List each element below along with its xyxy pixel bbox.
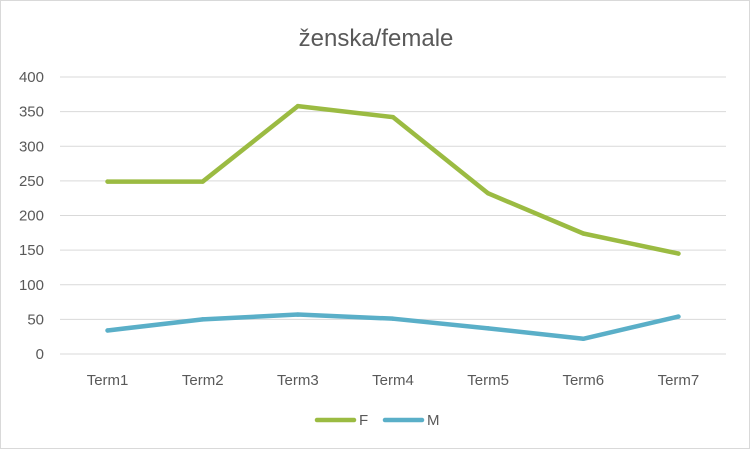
data-point-M-7	[676, 314, 681, 319]
y-tick-label: 0	[36, 346, 44, 363]
x-tick-label: Term1	[87, 372, 129, 389]
data-point-F-1	[105, 179, 110, 184]
x-tick-label: Term3	[277, 372, 319, 389]
y-tick-label: 400	[19, 69, 44, 86]
data-point-F-6	[581, 231, 586, 236]
y-tick-label: 200	[19, 208, 44, 225]
x-tick-label: Term2	[182, 372, 224, 389]
x-tick-label: Term4	[372, 372, 414, 389]
y-tick-label: 50	[27, 311, 44, 328]
y-tick-label: 300	[19, 138, 44, 155]
x-tick-label: Term5	[467, 372, 509, 389]
data-point-F-3	[295, 103, 301, 109]
data-point-M-4	[390, 316, 396, 321]
data-point-M-5	[485, 326, 491, 331]
data-point-F-5	[485, 191, 491, 196]
data-point-M-3	[295, 312, 301, 317]
legend-label-M: M	[427, 412, 440, 429]
series-lines	[105, 103, 681, 342]
data-point-M-6	[581, 336, 586, 341]
x-tick-label: Term7	[658, 372, 700, 389]
chart-title: ženska/female	[299, 25, 454, 52]
y-axis-ticks: 0 50 100 150 200 250 300 350 400	[19, 69, 44, 363]
data-point-M-1	[105, 328, 110, 333]
y-tick-label: 350	[19, 104, 44, 121]
x-tick-label: Term6	[562, 372, 604, 389]
y-tick-label: 150	[19, 242, 44, 259]
y-tick-label: 250	[19, 173, 44, 190]
data-point-F-4	[390, 114, 396, 120]
legend-label-F: F	[359, 412, 368, 429]
y-tick-label: 100	[19, 277, 44, 294]
data-point-F-7	[676, 251, 681, 256]
data-point-F-2	[200, 179, 205, 184]
series-line-F	[105, 103, 681, 256]
data-point-M-2	[200, 317, 205, 322]
x-axis-ticks: Term1 Term2 Term3 Term4 Term5 Term6 Term7	[87, 372, 700, 389]
